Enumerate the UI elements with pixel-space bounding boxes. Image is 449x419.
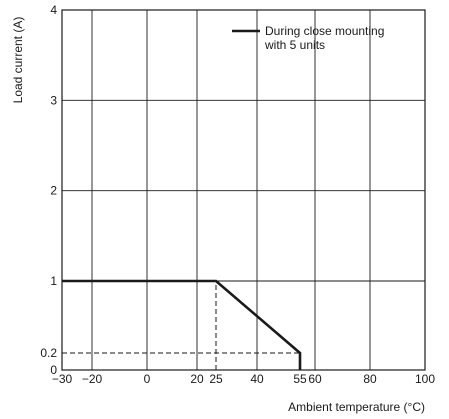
x-tick-label: 40: [250, 372, 264, 386]
y-tick-label: 4: [50, 3, 57, 17]
x-tick-label: −20: [82, 372, 103, 386]
x-tick-label: 20: [190, 372, 204, 386]
y-tick-label: 1: [50, 274, 57, 288]
x-axis-title: Ambient temperature (°C): [288, 400, 425, 414]
x-tick-label: 100: [415, 372, 435, 386]
x-tick-label: 25: [209, 372, 223, 386]
y-tick-label: 0.2: [40, 346, 57, 360]
x-tick-label: 60: [308, 372, 322, 386]
y-axis-title: Load current (A): [11, 17, 25, 104]
x-tick-label: 80: [363, 372, 377, 386]
legend-label: with 5 units: [264, 38, 325, 52]
y-tick-label: 3: [50, 93, 57, 107]
series-line: [62, 279, 302, 370]
x-tick-label: 55: [293, 372, 307, 386]
x-tick-label: −30: [52, 372, 73, 386]
y-tick-label: 2: [50, 184, 57, 198]
x-tick-label: 0: [144, 372, 151, 386]
y-tick-label: 0: [50, 363, 57, 377]
legend-label: During close mounting: [265, 24, 384, 38]
plot-area-frame: [61, 9, 426, 371]
